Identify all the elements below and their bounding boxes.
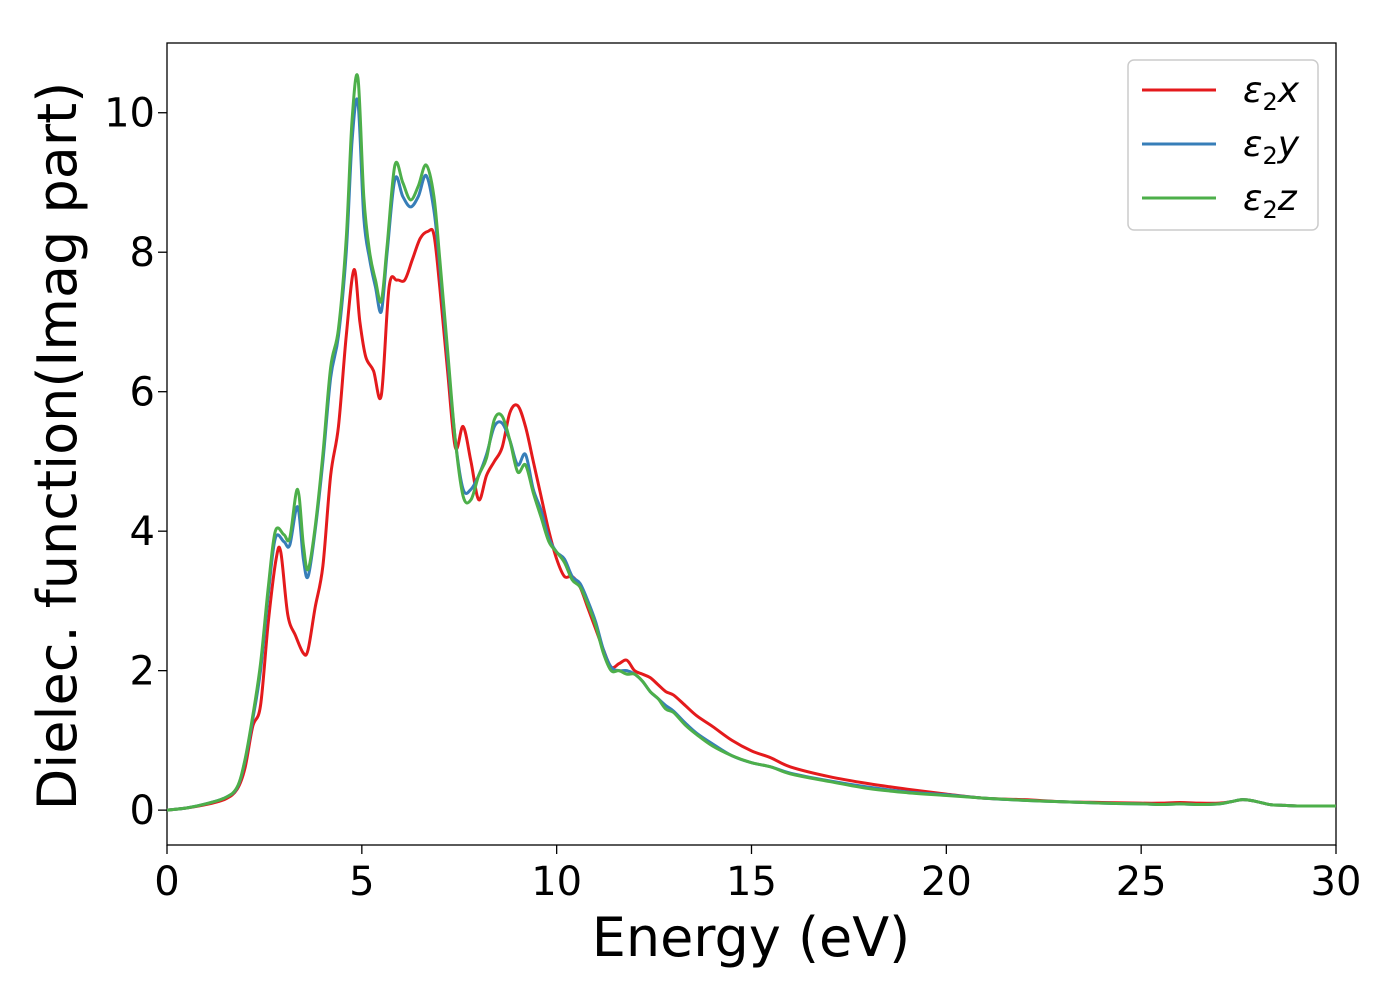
x-tick-label: 25: [1116, 859, 1167, 905]
x-tick-label: 20: [921, 859, 972, 905]
legend-label-y: ε2y: [1243, 124, 1300, 170]
y-axis-title: Dielec. function(Imag part): [26, 82, 89, 811]
series-lines: [166, 73, 1336, 812]
y-tick-label: 4: [130, 509, 155, 555]
y-tick-label: 8: [130, 230, 155, 276]
x-tick-label: 15: [726, 859, 777, 905]
y-tick-label: 0: [130, 788, 155, 834]
x-tick-label: 5: [349, 859, 374, 905]
y-axis-ticks: 0 2 4 6 8 10: [104, 91, 167, 834]
legend-label-z: ε2z: [1243, 178, 1298, 224]
x-axis-title: Energy (eV): [592, 906, 911, 969]
x-tick-label: 0: [154, 859, 179, 905]
legend-items: ε2x ε2y ε2z: [1142, 70, 1300, 224]
x-axis-ticks: 0 5 10 15 20 25 30: [154, 845, 1361, 905]
series-line-x: [166, 227, 1336, 812]
y-tick-label: 10: [104, 91, 155, 137]
x-tick-label: 10: [531, 859, 582, 905]
x-tick-label: 30: [1311, 859, 1362, 905]
legend-box: [1127, 59, 1319, 231]
series-line-z: [166, 73, 1336, 812]
legend: ε2x ε2y ε2z: [1127, 59, 1319, 231]
y-tick-label: 2: [130, 649, 155, 695]
y-tick-label: 6: [130, 370, 155, 416]
legend-label-x: ε2x: [1243, 70, 1300, 116]
